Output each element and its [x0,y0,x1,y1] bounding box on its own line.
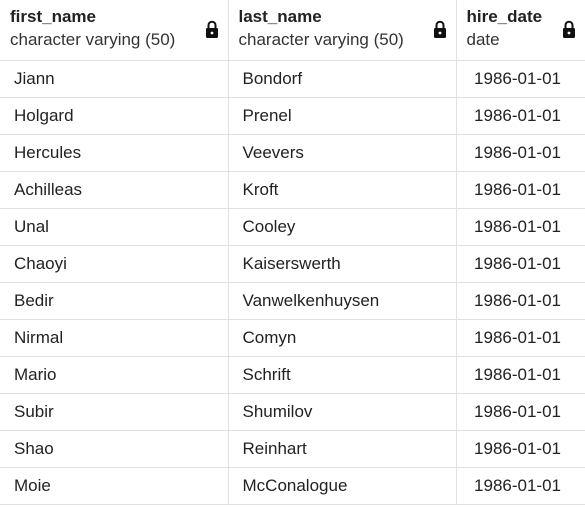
table-row[interactable]: Jiann Bondorf 1986-01-01 [0,60,585,98]
cell-last-name[interactable]: Kroft [228,171,457,209]
table-row[interactable]: Holgard Prenel 1986-01-01 [0,97,585,135]
cell-last-name[interactable]: Kaiserswerth [228,245,457,283]
column-name: first_name [10,7,96,26]
column-name: hire_date [466,7,543,26]
table-row[interactable]: Unal Cooley 1986-01-01 [0,208,585,246]
column-type: character varying (50) [10,30,176,49]
column-header-last-name[interactable]: last_name character varying (50) [228,0,457,61]
cell-hire-date[interactable]: 1986-01-01 [456,319,585,357]
cell-last-name[interactable]: McConalogue [228,467,457,505]
cell-last-name[interactable]: Cooley [228,208,457,246]
cell-hire-date[interactable]: 1986-01-01 [456,356,585,394]
lock-icon [205,20,218,38]
table-row[interactable]: Bedir Vanwelkenhuysen 1986-01-01 [0,282,585,320]
header-row: first_name character varying (50) last_n… [0,0,585,61]
cell-hire-date[interactable]: 1986-01-01 [456,430,585,468]
column-name: last_name [238,7,322,26]
cell-first-name[interactable]: Nirmal [0,319,229,357]
grid-header: first_name character varying (50) last_n… [0,0,585,61]
column-header-first-name[interactable]: first_name character varying (50) [0,0,229,61]
cell-last-name[interactable]: Vanwelkenhuysen [228,282,457,320]
cell-first-name[interactable]: Unal [0,208,229,246]
cell-first-name[interactable]: Mario [0,356,229,394]
table-row[interactable]: Achilleas Kroft 1986-01-01 [0,171,585,209]
cell-first-name[interactable]: Subir [0,393,229,431]
cell-last-name[interactable]: Shumilov [228,393,457,431]
cell-last-name[interactable]: Reinhart [228,430,457,468]
column-type: date [466,30,500,49]
cell-first-name[interactable]: Holgard [0,97,229,135]
table-row[interactable]: Subir Shumilov 1986-01-01 [0,393,585,431]
cell-last-name[interactable]: Veevers [228,134,457,172]
cell-hire-date[interactable]: 1986-01-01 [456,171,585,209]
column-type: character varying (50) [238,30,404,49]
cell-first-name[interactable]: Hercules [0,134,229,172]
cell-last-name[interactable]: Schrift [228,356,457,394]
cell-first-name[interactable]: Moie [0,467,229,505]
cell-hire-date[interactable]: 1986-01-01 [456,208,585,246]
cell-first-name[interactable]: Shao [0,430,229,468]
table-row[interactable]: Chaoyi Kaiserswerth 1986-01-01 [0,245,585,283]
grid-body: Jiann Bondorf 1986-01-01 Holgard Prenel … [0,60,585,505]
cell-last-name[interactable]: Comyn [228,319,457,357]
cell-hire-date[interactable]: 1986-01-01 [456,467,585,505]
table-row[interactable]: Mario Schrift 1986-01-01 [0,356,585,394]
cell-first-name[interactable]: Achilleas [0,171,229,209]
cell-last-name[interactable]: Bondorf [228,60,457,98]
cell-hire-date[interactable]: 1986-01-01 [456,393,585,431]
lock-icon [563,20,575,38]
table-row[interactable]: Shao Reinhart 1986-01-01 [0,430,585,468]
cell-hire-date[interactable]: 1986-01-01 [456,282,585,320]
cell-hire-date[interactable]: 1986-01-01 [456,97,585,135]
cell-last-name[interactable]: Prenel [228,97,457,135]
table-row[interactable]: Nirmal Comyn 1986-01-01 [0,319,585,357]
table-row[interactable]: Hercules Veevers 1986-01-01 [0,134,585,172]
cell-hire-date[interactable]: 1986-01-01 [456,245,585,283]
column-header-hire-date[interactable]: hire_date date [456,0,585,61]
cell-first-name[interactable]: Jiann [0,60,229,98]
cell-first-name[interactable]: Bedir [0,282,229,320]
lock-icon [433,20,446,38]
cell-hire-date[interactable]: 1986-01-01 [456,134,585,172]
cell-hire-date[interactable]: 1986-01-01 [456,60,585,98]
table-row[interactable]: Moie McConalogue 1986-01-01 [0,467,585,505]
cell-first-name[interactable]: Chaoyi [0,245,229,283]
